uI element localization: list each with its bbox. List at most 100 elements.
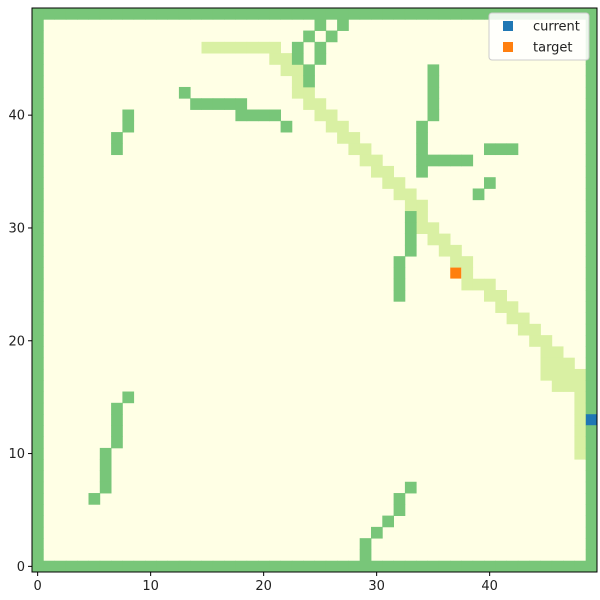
path-cell — [495, 301, 507, 313]
y-tick-label: 30 — [8, 221, 25, 236]
border-cell — [111, 8, 123, 20]
path-cell — [574, 368, 587, 381]
obstacle-cell — [291, 53, 304, 65]
path-cell — [574, 402, 587, 415]
border-cell — [32, 290, 44, 302]
border-cell — [246, 560, 259, 573]
path-cell — [201, 41, 214, 54]
path-cell — [484, 278, 496, 291]
path-cell — [291, 86, 304, 99]
obstacle-cell — [461, 154, 474, 167]
plot-frame — [31, 7, 598, 573]
path-cell — [235, 41, 248, 54]
border-cell — [32, 504, 44, 516]
border-cell — [156, 560, 168, 573]
border-cell — [32, 414, 44, 426]
border-cell — [438, 8, 451, 20]
border-cell — [427, 8, 440, 20]
path-cell — [438, 233, 451, 246]
border-cell — [178, 560, 191, 573]
border-cell — [416, 560, 428, 573]
border-cell — [280, 560, 293, 573]
obstacle-cell — [371, 526, 383, 539]
border-cell — [529, 560, 541, 573]
border-cell — [280, 8, 293, 20]
border-cell — [99, 560, 112, 573]
border-cell — [32, 19, 44, 31]
border-cell — [212, 8, 225, 20]
border-cell — [32, 188, 44, 201]
x-tick-label: 10 — [142, 579, 159, 594]
border-cell — [269, 8, 281, 20]
border-cell — [99, 8, 112, 20]
border-cell — [32, 132, 44, 144]
border-cell — [416, 8, 428, 20]
path-cell — [348, 132, 361, 144]
border-cell — [32, 41, 44, 54]
border-cell — [393, 8, 406, 20]
border-cell — [585, 132, 598, 144]
border-cell — [585, 549, 598, 562]
border-cell — [495, 560, 507, 573]
path-cell — [540, 346, 553, 359]
border-cell — [314, 560, 327, 573]
path-cell — [416, 222, 428, 234]
border-cell — [201, 8, 214, 20]
border-cell — [585, 301, 598, 313]
path-cell — [416, 211, 428, 223]
obstacle-cell — [246, 109, 259, 122]
path-cell — [212, 41, 225, 54]
border-cell — [32, 560, 44, 573]
border-cell — [585, 8, 598, 20]
obstacle-cell — [427, 86, 440, 99]
path-cell — [517, 323, 530, 336]
legend-box — [488, 12, 590, 61]
obstacle-cell — [235, 98, 248, 110]
border-cell — [585, 380, 598, 392]
border-cell — [32, 526, 44, 539]
border-cell — [111, 560, 123, 573]
obstacle-cell — [427, 75, 440, 88]
border-cell — [506, 560, 519, 573]
obstacle-cell — [111, 436, 123, 449]
border-cell — [32, 109, 44, 122]
border-cell — [585, 357, 598, 370]
path-cell — [427, 233, 440, 246]
border-cell — [585, 244, 598, 257]
border-cell — [32, 211, 44, 223]
path-cell — [529, 323, 541, 336]
border-cell — [585, 391, 598, 404]
obstacle-cell — [450, 154, 462, 167]
obstacle-cell — [111, 414, 123, 426]
path-cell — [574, 414, 587, 426]
border-cell — [32, 8, 44, 20]
border-cell — [212, 560, 225, 573]
border-cell — [585, 64, 598, 77]
legend: current target — [488, 12, 590, 61]
path-cell — [484, 290, 496, 302]
obstacle-cell — [484, 143, 496, 156]
obstacle-cell — [416, 154, 428, 167]
border-cell — [32, 256, 44, 268]
border-cell — [32, 267, 44, 280]
border-cell — [54, 8, 67, 20]
position-markers — [450, 267, 597, 426]
border-cell — [224, 560, 236, 573]
border-cell — [359, 560, 372, 573]
axes: 0 10 20 30 40 0 10 20 30 40 — [8, 109, 497, 594]
path-cell — [450, 244, 462, 257]
target-marker — [450, 267, 462, 279]
border-cell — [585, 120, 598, 133]
border-cell — [32, 244, 44, 257]
border-cell — [122, 8, 135, 20]
path-cell — [404, 199, 417, 212]
obstacle-cell — [404, 211, 417, 223]
border-cell — [32, 233, 44, 246]
obstacle-cell — [438, 154, 451, 167]
x-tick-label: 0 — [34, 579, 42, 594]
obstacle-cell — [122, 109, 135, 122]
obstacle-cell — [393, 504, 406, 516]
obstacle-cell — [269, 109, 281, 122]
obstacle-cell — [404, 233, 417, 246]
path-cell — [574, 447, 587, 460]
